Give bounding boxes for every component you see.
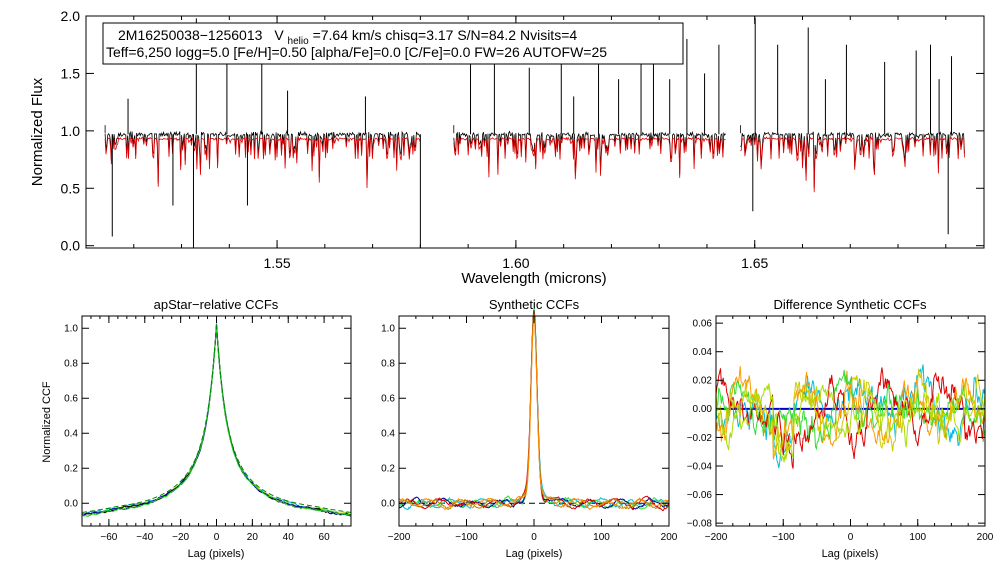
y-tick-label: 0.8	[64, 359, 78, 370]
ccf-series-line	[398, 310, 670, 511]
x-tick-label: 60	[319, 532, 331, 543]
spectrum-annotation-box: 2M16250038−1256013 V helio =7.64 km/s ch…	[102, 22, 684, 65]
y-tick-label: 0.0	[381, 499, 395, 510]
spectrum-x-axis: 1.55 1.60 1.65	[133, 16, 947, 271]
difference-ccf-x-axis: −200 −100 0 100 200	[705, 316, 994, 543]
ccf-series-line	[715, 368, 986, 456]
spectrum-panel: 1.55 1.60 1.65 0.0 0.5 1.0 1.5 2.0 Wavelength …	[29, 8, 985, 287]
apstar-ccf-y-label: Normalized CCF	[41, 381, 53, 463]
y-tick-label: 0.0	[61, 238, 81, 254]
apstar-ccf-title: apStar−relative CCFs	[154, 297, 279, 312]
spectrum-y-label: Normalized Flux	[29, 77, 46, 186]
y-tick-label: 0.5	[61, 180, 81, 196]
y-tick-label: 1.0	[61, 123, 81, 139]
x-tick-label: −200	[388, 532, 411, 543]
x-tick-label: 20	[247, 532, 259, 543]
x-tick-label: −200	[705, 532, 728, 543]
synthetic-ccf-x-axis: −200 −100 0 100 200	[388, 316, 678, 543]
y-tick-label: −0.06	[687, 490, 713, 501]
x-tick-label: 1.60	[502, 255, 529, 271]
y-tick-label: −0.04	[687, 461, 713, 472]
y-tick-label: −0.08	[687, 518, 713, 529]
y-tick-label: 0.2	[64, 464, 78, 475]
x-tick-label: 100	[593, 532, 610, 543]
apstar-ccf-plot-area	[81, 322, 352, 517]
apstar-ccf-x-axis: −60 −40 −20 0 20 40 60	[81, 316, 352, 543]
x-tick-label: −40	[136, 532, 153, 543]
annotation-line-1-rest: =7.64 km/s chisq=3.17 S/N=84.2 Nvisits=4	[313, 27, 578, 43]
y-tick-label: 0.02	[693, 376, 713, 387]
y-tick-label: 0.2	[381, 464, 395, 475]
x-tick-label: 0	[848, 532, 854, 543]
annotation-v-subscript: helio	[288, 36, 310, 47]
y-tick-label: 1.0	[381, 324, 395, 335]
synthetic-ccf-plot-area	[398, 307, 670, 512]
synthetic-spectrum-line	[104, 135, 421, 189]
spectrum-y-axis: 0.0 0.5 1.0 1.5 2.0	[61, 8, 984, 254]
annotation-line-1: 2M16250038−1256013 V helio =7.64 km/s ch…	[118, 27, 577, 47]
x-tick-label: 100	[909, 532, 926, 543]
difference-ccf-title: Difference Synthetic CCFs	[774, 297, 927, 312]
x-tick-label: 1.65	[741, 255, 768, 271]
x-tick-label: 40	[283, 532, 295, 543]
annotation-star-id: 2M16250038−1256013	[118, 27, 263, 43]
synthetic-ccf-panel: Synthetic CCFs −200 −100 0 100 200 0.0 0.2 0.4…	[381, 297, 678, 560]
y-tick-label: 0.4	[64, 429, 78, 440]
difference-ccf-plot-area	[715, 364, 986, 469]
synthetic-ccf-x-label: Lag (pixels)	[506, 548, 563, 560]
annotation-v: V	[274, 27, 284, 43]
synthetic-ccf-y-axis: 0.0 0.2 0.4 0.6 0.8 1.0	[381, 324, 669, 510]
difference-ccf-y-axis: −0.08 −0.06 −0.04 −0.02 0.00 0.02 0.04 0.06	[687, 318, 985, 529]
y-tick-label: 1.5	[61, 65, 81, 81]
y-tick-label: 0.00	[693, 404, 713, 415]
x-tick-label: 0	[214, 532, 220, 543]
ccf-series-line	[398, 311, 670, 512]
y-tick-label: 0.6	[381, 394, 395, 405]
ccf-series-line	[715, 383, 986, 463]
x-tick-label: 200	[661, 532, 678, 543]
y-tick-label: 0.0	[64, 499, 78, 510]
x-tick-label: −100	[772, 532, 795, 543]
y-tick-label: 0.4	[381, 429, 395, 440]
difference-ccf-x-label: Lag (pixels)	[822, 548, 879, 560]
y-tick-label: 1.0	[64, 324, 78, 335]
synthetic-spectrum-line	[740, 135, 965, 193]
y-tick-label: 2.0	[61, 8, 81, 24]
x-tick-label: −100	[455, 532, 478, 543]
y-tick-label: 0.6	[64, 394, 78, 405]
synthetic-spectrum-line	[453, 136, 726, 180]
y-tick-label: 0.06	[693, 318, 713, 329]
difference-ccf-panel: Difference Synthetic CCFs −200 −100 0 100 20…	[687, 297, 994, 560]
x-tick-label: −20	[172, 532, 189, 543]
apstar-ccf-x-label: Lag (pixels)	[188, 548, 245, 560]
apstar-ccf-panel: apStar−relative CCFs −60 −40 −20 0 20 40 60 0.…	[41, 297, 352, 560]
y-tick-label: 0.04	[693, 347, 713, 358]
ccf-series-line	[715, 367, 986, 469]
synthetic-ccf-title: Synthetic CCFs	[489, 297, 580, 312]
x-tick-label: −60	[100, 532, 117, 543]
y-tick-label: −0.02	[687, 433, 713, 444]
spectrum-x-label: Wavelength (microns)	[461, 270, 606, 287]
spectrum-plot-frame	[85, 15, 985, 249]
x-tick-label: 0	[531, 532, 537, 543]
x-tick-label: 200	[977, 532, 994, 543]
y-tick-label: 0.8	[381, 359, 395, 370]
x-tick-label: 1.55	[263, 255, 290, 271]
annotation-line-2: Teff=6,250 logg=5.0 [Fe/H]=0.50 [alpha/F…	[106, 44, 607, 60]
apstar-ccf-y-axis: 0.0 0.2 0.4 0.6 0.8 1.0	[64, 324, 351, 510]
